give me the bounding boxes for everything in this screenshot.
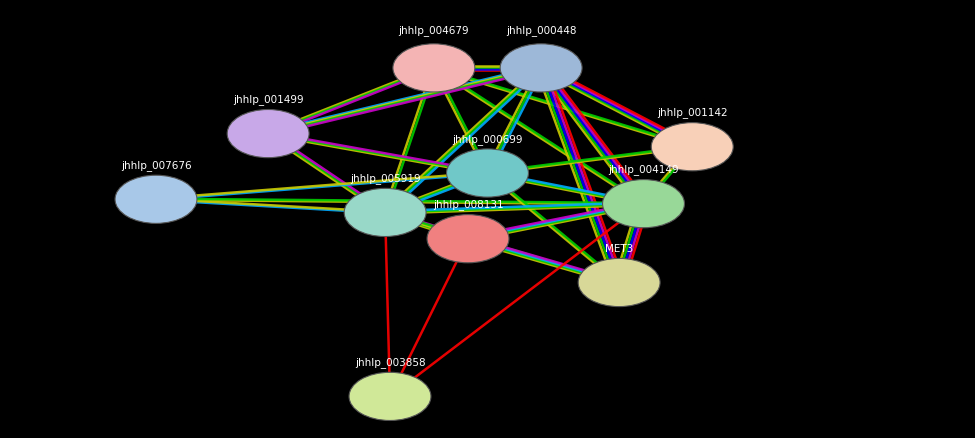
Ellipse shape (344, 188, 426, 237)
Ellipse shape (651, 123, 733, 171)
Ellipse shape (427, 215, 509, 263)
Ellipse shape (115, 175, 197, 223)
Ellipse shape (227, 110, 309, 158)
Text: jhhlp_000448: jhhlp_000448 (506, 25, 576, 36)
Text: jhhlp_001499: jhhlp_001499 (233, 94, 303, 105)
Text: MET3: MET3 (605, 244, 633, 254)
Ellipse shape (393, 44, 475, 92)
Ellipse shape (447, 149, 528, 197)
Ellipse shape (349, 372, 431, 420)
Text: jhhlp_001142: jhhlp_001142 (657, 107, 727, 118)
Text: jhhlp_000699: jhhlp_000699 (452, 134, 523, 145)
Text: jhhlp_005919: jhhlp_005919 (350, 173, 420, 184)
Text: jhhlp_003858: jhhlp_003858 (355, 357, 425, 368)
Ellipse shape (603, 180, 684, 228)
Text: jhhlp_008131: jhhlp_008131 (433, 199, 503, 210)
Text: jhhlp_004149: jhhlp_004149 (608, 164, 679, 175)
Text: jhhlp_007676: jhhlp_007676 (121, 160, 191, 171)
Ellipse shape (578, 258, 660, 307)
Text: jhhlp_004679: jhhlp_004679 (399, 25, 469, 36)
Ellipse shape (500, 44, 582, 92)
